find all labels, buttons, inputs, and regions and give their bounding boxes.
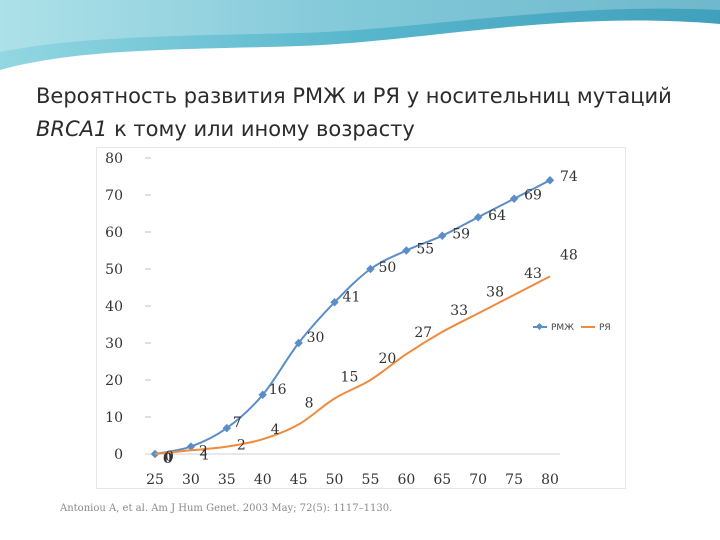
x-axis-ticks: 25 30 35 40 45 50 55 60 65 70 75 80: [146, 472, 559, 488]
series-line-rmzh: [154, 179, 551, 455]
data-point-rmzh: [294, 338, 303, 348]
data-point-rmzh: [366, 264, 375, 274]
data-point-rmzh: [402, 246, 411, 255]
x-tick-label: 75: [505, 472, 523, 488]
data-label-rya: 43: [524, 266, 542, 282]
title-gene: BRCA1: [36, 117, 108, 141]
data-label-rya: 27: [414, 325, 432, 341]
data-label-rmzh: 69: [524, 188, 542, 204]
legend: РМЖ РЯ: [533, 322, 611, 333]
data-label-rya: 1: [201, 447, 210, 463]
x-tick-label: 65: [433, 472, 451, 488]
data-label-rya: 15: [341, 370, 359, 386]
legend-label-rmzh: РМЖ: [551, 323, 574, 333]
x-tick-label: 35: [218, 472, 236, 488]
legend-marker-rmzh: [535, 322, 544, 331]
data-label-rmzh: 2: [199, 444, 208, 460]
data-label-rmzh: 59: [452, 227, 470, 243]
data-point-rmzh: [545, 175, 555, 185]
data-label-rmzh: 7: [233, 415, 242, 431]
x-tick-label: 60: [397, 472, 415, 488]
data-label-rmzh: 41: [343, 289, 361, 305]
data-label-rmzh: 55: [416, 242, 434, 258]
data-label-rya: 8: [305, 395, 314, 411]
data-label-rmzh: 74: [560, 169, 578, 185]
title-prefix: Вероятность развития РМЖ и РЯ у носитель…: [36, 84, 672, 108]
x-tick-label: 40: [254, 472, 272, 488]
data-label-rmzh: 30: [307, 330, 325, 346]
x-tick-label: 50: [326, 472, 344, 488]
data-point-rmzh: [258, 390, 267, 400]
data-label-rmzh: 16: [269, 382, 287, 398]
gridlines: [145, 157, 560, 455]
y-tick-label: 40: [105, 299, 123, 315]
y-tick-label: 0: [114, 447, 123, 463]
x-tick-label: 80: [541, 472, 559, 488]
data-label-rmzh: 0: [163, 451, 173, 467]
data-label-rmzh: 64: [488, 208, 506, 224]
x-tick-label: 55: [362, 472, 380, 488]
x-tick-label: 45: [290, 472, 308, 488]
slide-title: Вероятность развития РМЖ и РЯ у носитель…: [36, 80, 696, 146]
y-tick-label: 10: [105, 410, 123, 426]
data-point-rmzh: [186, 442, 196, 451]
title-suffix: к тому или иному возрасту: [107, 117, 415, 141]
x-tick-label: 30: [182, 472, 200, 488]
y-tick-label: 50: [105, 262, 123, 278]
data-point-rmzh: [509, 194, 519, 203]
data-label-rya: 33: [450, 303, 468, 319]
x-tick-label: 25: [146, 472, 164, 488]
chart-frame: [96, 147, 626, 489]
data-label-rya: 48: [560, 247, 578, 263]
y-tick-label: 60: [105, 225, 123, 241]
data-label-rya: 20: [378, 351, 396, 367]
series-layer: [150, 175, 555, 459]
data-point-rmzh: [222, 423, 232, 433]
y-tick-label: 70: [105, 188, 123, 204]
y-tick-label: 20: [105, 373, 123, 389]
data-label-rya: 38: [486, 284, 504, 300]
legend-label-rya: РЯ: [599, 323, 611, 333]
decorative-header-banner: [0, 0, 720, 90]
y-tick-label: 80: [105, 151, 123, 167]
data-label-rya: 0: [165, 449, 174, 465]
citation: Antoniou A, et al. Am J Hum Genet. 2003 …: [60, 503, 393, 514]
data-label-rya: 4: [271, 422, 280, 438]
data-label-rmzh: 50: [378, 260, 396, 276]
y-axis-ticks: 0 10 20 30 40 50 60 70 80: [105, 151, 123, 463]
data-point-rmzh: [330, 298, 339, 307]
data-point-rmzh: [438, 231, 447, 240]
data-point-rmzh: [473, 212, 483, 222]
data-label-rya: 2: [237, 438, 246, 454]
series-line-rya: [154, 275, 551, 455]
y-tick-label: 30: [105, 336, 123, 352]
x-tick-label: 70: [469, 472, 487, 488]
